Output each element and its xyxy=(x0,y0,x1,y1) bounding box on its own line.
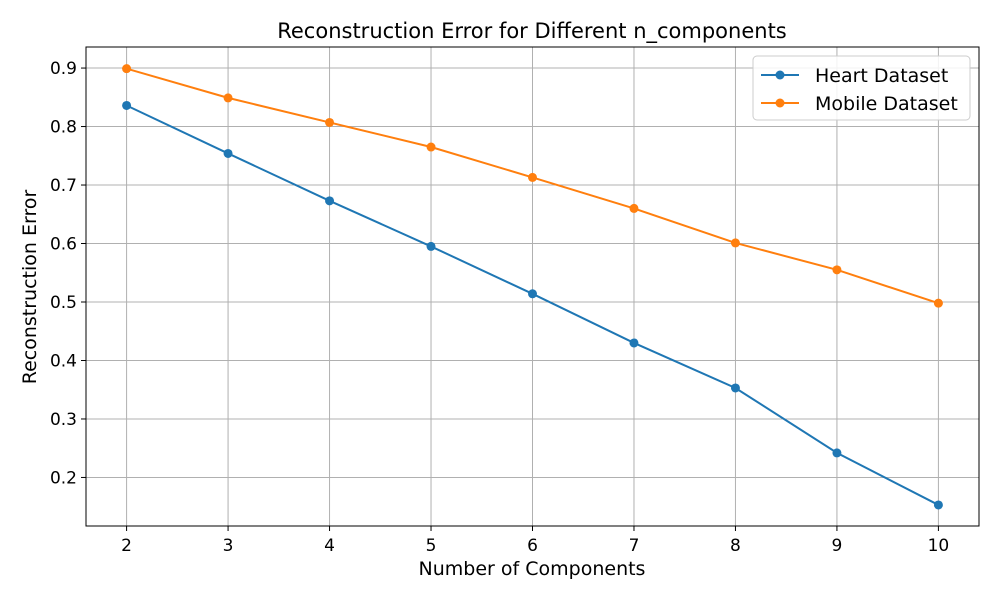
x-tick-label: 3 xyxy=(223,536,234,556)
x-axis-ticks: 2 3 4 5 6 7 8 9 10 xyxy=(121,526,949,556)
x-tick-label: 6 xyxy=(527,536,538,556)
y-tick-label: 0.7 xyxy=(50,176,77,196)
y-tick-label: 0.6 xyxy=(50,235,77,255)
x-axis-label: Number of Components xyxy=(419,558,646,580)
data-point xyxy=(832,448,842,458)
data-point xyxy=(223,148,233,158)
x-tick-label: 2 xyxy=(121,536,132,556)
legend-label: Heart Dataset xyxy=(815,65,948,87)
data-point xyxy=(730,238,740,248)
x-tick-label: 5 xyxy=(426,536,437,556)
data-point xyxy=(426,241,436,251)
data-point xyxy=(933,500,943,510)
data-point xyxy=(122,100,132,110)
y-tick-label: 0.3 xyxy=(50,410,77,430)
data-point xyxy=(528,289,537,299)
legend-marker xyxy=(775,70,785,80)
chart-title: Reconstruction Error for Different n_com… xyxy=(277,19,787,44)
data-point xyxy=(528,172,537,182)
y-tick-label: 0.4 xyxy=(50,351,77,371)
legend: Heart Dataset Mobile Dataset xyxy=(752,55,971,121)
series-layer xyxy=(122,64,943,510)
data-point xyxy=(629,338,639,348)
data-point xyxy=(730,383,740,393)
data-point xyxy=(426,142,436,152)
x-tick-label: 8 xyxy=(730,536,741,556)
data-point xyxy=(629,203,639,213)
y-tick-label: 0.8 xyxy=(50,118,77,138)
legend-item: Mobile Dataset xyxy=(761,93,958,115)
x-tick-label: 9 xyxy=(832,536,843,556)
data-point xyxy=(325,117,335,127)
x-tick-label: 10 xyxy=(928,536,950,556)
legend-label: Mobile Dataset xyxy=(815,93,958,115)
y-tick-label: 0.9 xyxy=(50,59,77,79)
data-point xyxy=(832,265,842,275)
data-point xyxy=(223,93,233,103)
legend-box xyxy=(752,55,971,121)
y-tick-label: 0.2 xyxy=(50,468,77,488)
data-point xyxy=(325,196,335,206)
x-tick-label: 4 xyxy=(324,536,335,556)
x-tick-label: 7 xyxy=(629,536,640,556)
legend-marker xyxy=(775,98,785,108)
series-heart-dataset xyxy=(122,100,943,510)
legend-item: Heart Dataset xyxy=(761,65,948,87)
data-point xyxy=(122,64,132,74)
series-mobile-dataset xyxy=(122,64,943,308)
y-tick-label: 0.5 xyxy=(50,293,77,313)
y-axis-label: Reconstruction Error xyxy=(19,190,41,385)
data-point xyxy=(933,298,943,308)
y-axis-ticks: 0.2 0.3 0.4 0.5 0.6 0.7 0.8 0.9 xyxy=(50,59,86,488)
